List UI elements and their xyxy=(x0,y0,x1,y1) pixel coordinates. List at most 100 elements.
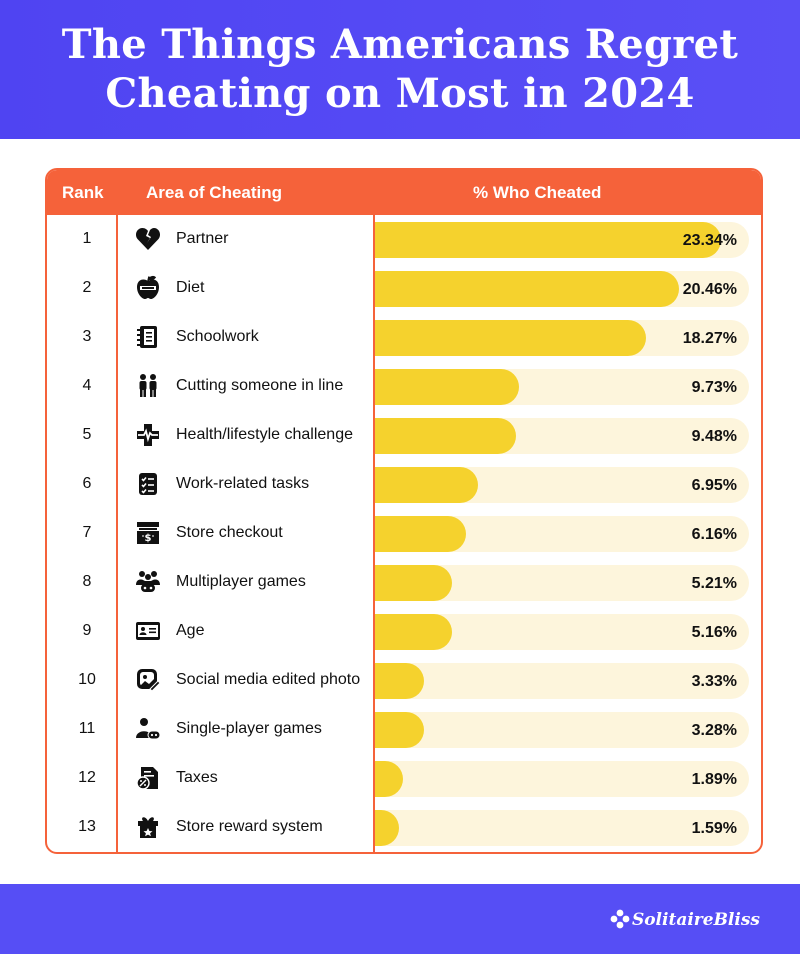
area-label: Health/lifestyle challenge xyxy=(176,426,353,443)
area-label: Cutting someone in line xyxy=(176,377,344,394)
rank-cell: 9 xyxy=(82,622,92,639)
bar-fill xyxy=(375,516,467,552)
flower-icon xyxy=(610,909,630,929)
title-line-1: The Things Americans Regret xyxy=(61,21,739,68)
column-header-area: Area of Cheating xyxy=(146,183,283,202)
table-row: 7 $ Store checkout 6.16% xyxy=(47,509,761,558)
bar-track: 1.59% xyxy=(375,810,749,846)
bar-fill xyxy=(375,663,425,699)
rank-cell: 10 xyxy=(78,671,96,688)
gamer-icon xyxy=(136,718,161,740)
people-in-line-icon xyxy=(139,374,157,397)
percent-label: 6.95% xyxy=(691,477,737,494)
rank-cell: 6 xyxy=(82,475,92,492)
footer-banner: SolitaireBliss xyxy=(0,884,800,954)
area-label: Age xyxy=(176,622,205,639)
percent-label: 20.46% xyxy=(682,281,737,298)
area-label: Schoolwork xyxy=(176,328,259,345)
diet-apple-icon xyxy=(137,275,159,299)
bar-track: 5.16% xyxy=(375,614,749,650)
percent-label: 1.89% xyxy=(691,771,737,788)
percent-label: 1.59% xyxy=(691,820,737,837)
area-label: Taxes xyxy=(176,769,218,786)
brand-logo: SolitaireBliss xyxy=(610,909,760,930)
area-label: Partner xyxy=(176,230,229,247)
bar-fill xyxy=(375,810,399,846)
table-row: 6 Work-related tasks 6.95% xyxy=(47,460,761,509)
rank-cell: 11 xyxy=(78,720,96,737)
bar-track: 6.16% xyxy=(375,516,749,552)
table-row: 3 Schoolwork 18.27% xyxy=(47,313,761,362)
id-card-icon xyxy=(136,622,160,640)
rank-cell: 4 xyxy=(82,377,92,394)
bar-fill xyxy=(375,320,647,356)
table-row: 5 Health/lifestyle challenge 9.48% xyxy=(47,411,761,460)
percent-label: 3.33% xyxy=(691,673,737,690)
table-row: 4 Cutting someone in line 9.73% xyxy=(47,362,761,411)
bar-track: 1.89% xyxy=(375,761,749,797)
percent-label: 23.34% xyxy=(682,232,737,249)
edited-photo-icon xyxy=(137,669,161,692)
checklist-icon xyxy=(139,473,157,495)
table-row: 1 Partner 23.34% xyxy=(47,215,761,264)
column-divider xyxy=(116,215,118,852)
brand-name: SolitaireBliss xyxy=(631,910,760,930)
health-cross-icon xyxy=(137,424,159,446)
bar-fill xyxy=(375,712,424,748)
table-row: 8 Multiplayer games 5.21% xyxy=(47,558,761,607)
table-row: 12 Taxes 1.89% xyxy=(47,754,761,803)
area-label: Work-related tasks xyxy=(176,475,310,492)
rank-cell: 7 xyxy=(82,524,92,541)
broken-heart-icon xyxy=(135,228,161,250)
cash-register-icon: $ xyxy=(137,522,159,544)
svg-text:$: $ xyxy=(145,533,152,544)
bar-fill xyxy=(375,222,722,258)
bar-track: 18.27% xyxy=(375,320,749,356)
area-label: Store checkout xyxy=(176,524,283,541)
bar-track: 20.46% xyxy=(375,271,749,307)
column-divider xyxy=(373,215,375,852)
percent-label: 9.73% xyxy=(691,379,737,396)
bar-track: 5.21% xyxy=(375,565,749,601)
bar-fill xyxy=(375,614,452,650)
percent-label: 5.21% xyxy=(691,575,737,592)
bar-fill xyxy=(375,467,479,503)
table-row: 9 Age 5.16% xyxy=(47,607,761,656)
table-row: 2 Diet 20.46% xyxy=(47,264,761,313)
bar-fill xyxy=(375,369,520,405)
area-label: Store reward system xyxy=(176,818,323,835)
bar-fill xyxy=(375,565,453,601)
area-label: Social media edited photo xyxy=(176,671,361,688)
ranking-table: Rank Area of Cheating % Who Cheated 1 Par… xyxy=(45,168,763,854)
percent-label: 3.28% xyxy=(691,722,737,739)
percent-label: 9.48% xyxy=(691,428,737,445)
title-line-2: Cheating on Most in 2024 xyxy=(105,70,695,117)
area-label: Single-player games xyxy=(176,720,322,737)
rank-cell: 2 xyxy=(82,279,92,296)
notebook-icon xyxy=(137,326,157,348)
bar-track: 3.28% xyxy=(375,712,749,748)
rank-cell: 13 xyxy=(78,818,96,835)
multiplayer-icon xyxy=(136,571,160,592)
bar-fill xyxy=(375,271,679,307)
tax-document-icon xyxy=(136,767,158,790)
column-header-rank: Rank xyxy=(62,183,104,202)
table-row: 10 Social media edited photo 3.33% xyxy=(47,656,761,705)
bar-track: 9.48% xyxy=(375,418,749,454)
page-title: The Things Americans Regret Cheating on … xyxy=(0,20,800,118)
header-banner: The Things Americans Regret Cheating on … xyxy=(0,0,800,139)
rank-cell: 3 xyxy=(82,328,92,345)
table-row: 13 Store reward system 1.59% xyxy=(47,803,761,852)
percent-label: 6.16% xyxy=(691,526,737,543)
rank-cell: 12 xyxy=(78,769,96,786)
rank-cell: 8 xyxy=(82,573,92,590)
rank-cell: 5 xyxy=(82,426,92,443)
rank-cell: 1 xyxy=(82,230,92,247)
gift-star-icon xyxy=(138,817,158,838)
area-label: Multiplayer games xyxy=(176,573,306,590)
bar-fill xyxy=(375,418,516,454)
bar-track: 23.34% xyxy=(375,222,749,258)
column-header-percent: % Who Cheated xyxy=(473,183,602,202)
bar-fill xyxy=(375,761,404,797)
table-row: 11 Single-player games 3.28% xyxy=(47,705,761,754)
